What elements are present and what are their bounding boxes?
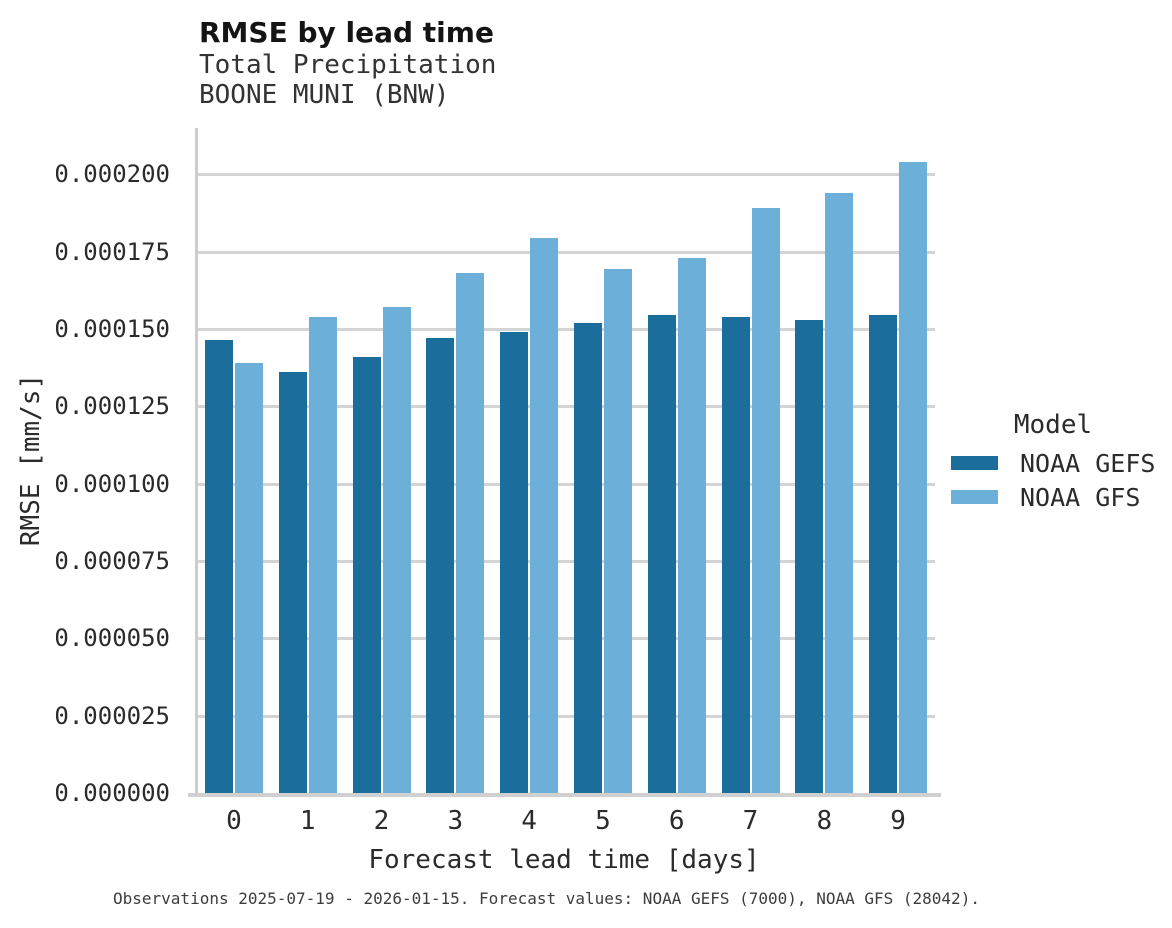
bar-noaa-gefs-lead-5 [573, 322, 602, 793]
y-tick-label: 0.000150 [54, 315, 170, 344]
y-tick-label: 0.000175 [54, 237, 170, 266]
y-tick-label: 0.000100 [54, 469, 170, 498]
x-tick-label: 5 [595, 806, 611, 836]
gridline [197, 405, 935, 409]
bar-noaa-gefs-lead-9 [869, 315, 898, 793]
x-tick-label: 9 [890, 806, 906, 836]
bar-noaa-gfs-lead-7 [751, 208, 780, 793]
bar-noaa-gefs-lead-3 [426, 338, 455, 793]
legend-entry-noaa-gfs: NOAA GFS [951, 480, 1155, 514]
bar-noaa-gefs-lead-8 [795, 319, 824, 793]
gridline [197, 328, 935, 332]
bar-noaa-gefs-lead-7 [721, 316, 750, 793]
gridline [197, 173, 935, 177]
y-tick-label: 0.000125 [54, 392, 170, 421]
gridline [197, 250, 935, 254]
caption: Observations 2025-07-19 - 2026-01-15. Fo… [113, 889, 980, 908]
x-tick-label: 4 [521, 806, 537, 836]
chart-subtitle-station: BOONE MUNI (BNW) [199, 80, 450, 110]
gridline [197, 482, 935, 486]
gridline [197, 637, 935, 641]
bar-noaa-gfs-lead-1 [308, 316, 337, 793]
bar-noaa-gfs-lead-2 [382, 307, 411, 793]
x-tick-label: 2 [373, 806, 390, 836]
x-tick-label: 3 [447, 806, 464, 836]
legend-label-noaa-gefs: NOAA GEFS [1020, 448, 1156, 478]
bar-noaa-gefs-lead-6 [647, 315, 676, 793]
x-axis-spine [188, 793, 941, 797]
plot-area [188, 128, 941, 797]
bar-noaa-gfs-lead-9 [899, 162, 928, 793]
y-tick-label: 0.000200 [54, 160, 170, 189]
bar-noaa-gfs-lead-0 [234, 363, 263, 793]
x-axis-label: Forecast lead time [days] [368, 845, 760, 875]
bar-noaa-gfs-lead-6 [677, 257, 706, 793]
bar-noaa-gfs-lead-8 [825, 192, 854, 793]
bar-noaa-gefs-lead-1 [278, 372, 307, 793]
legend: Model NOAA GEFS NOAA GFS [951, 410, 1155, 514]
y-tick-label: 0.000075 [54, 547, 170, 576]
bar-noaa-gfs-lead-5 [603, 268, 632, 793]
x-tick-label: 7 [742, 806, 759, 836]
legend-swatch-noaa-gfs-icon [951, 490, 998, 504]
y-tick-label: 0.000025 [54, 701, 170, 730]
x-tick-label: 1 [299, 806, 316, 836]
y-tick-label: 0.000000 [54, 779, 170, 807]
gridline [197, 560, 935, 564]
chart-subtitle-variable: Total Precipitation [199, 50, 497, 80]
chart-title: RMSE by lead time [199, 16, 494, 49]
y-tick-label: 0.000050 [54, 624, 170, 653]
legend-entry-noaa-gefs: NOAA GEFS [951, 446, 1155, 480]
bar-noaa-gefs-lead-0 [204, 339, 233, 793]
x-tick-label: 0 [226, 806, 242, 836]
bar-noaa-gefs-lead-2 [352, 356, 381, 793]
legend-label-noaa-gfs: NOAA GFS [1020, 482, 1141, 512]
gridline [197, 714, 935, 718]
legend-swatch-noaa-gefs-icon [951, 456, 998, 470]
bar-noaa-gefs-lead-4 [500, 332, 529, 793]
y-axis-spine [195, 128, 198, 796]
x-tick-label: 6 [668, 806, 685, 836]
legend-title: Model [1013, 410, 1093, 440]
bar-noaa-gfs-lead-4 [530, 237, 559, 793]
x-tick-label: 8 [816, 806, 833, 836]
bar-noaa-gfs-lead-3 [456, 273, 485, 793]
